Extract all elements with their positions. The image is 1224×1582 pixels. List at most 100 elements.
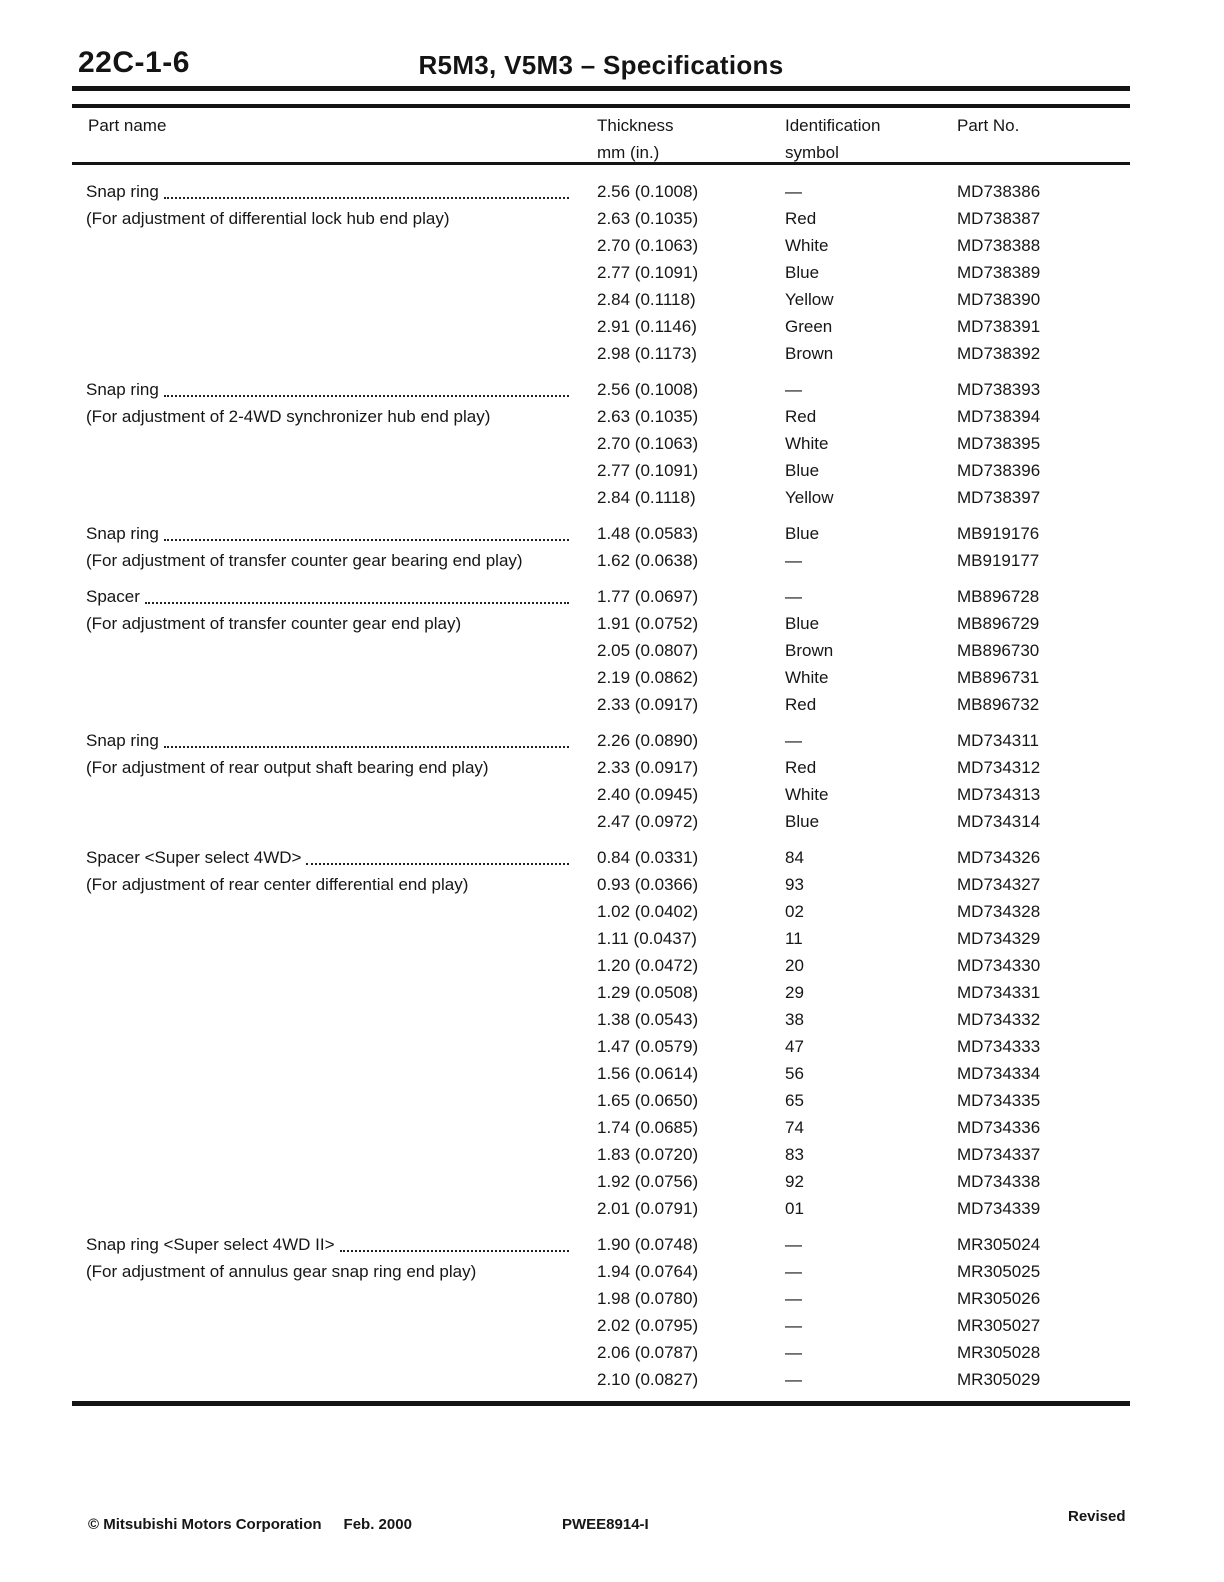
thickness-cell: 1.83 (0.0720) xyxy=(597,1145,699,1164)
group-rows: 1.48 (0.0583) Blue MB919176 1.62 (0.0638) — M… xyxy=(597,520,1130,574)
footer-doc-number: PWEE8914-I xyxy=(562,1516,649,1533)
symbol-cell: Blue xyxy=(785,263,820,282)
table-row: 1.11 (0.0437) 11 MD734329 xyxy=(597,925,1130,952)
partno-cell: MD738386 xyxy=(957,182,1041,201)
table-row: 1.48 (0.0583) Blue MB919176 xyxy=(597,520,1130,547)
group-rows: 1.77 (0.0697) — MB896728 1.91 (0.0752) Blue M… xyxy=(597,583,1130,718)
part-name-line: Spacer <Super select 4WD> xyxy=(86,844,571,871)
part-name-cell: Spacer (For adjustment of transfer counte… xyxy=(72,583,597,718)
col-header-part-name: Part name xyxy=(88,116,167,135)
spec-group: Spacer (For adjustment of transfer counte… xyxy=(72,583,1130,718)
group-rows: 2.26 (0.0890) — MD734311 2.33 (0.0917) Red MD… xyxy=(597,727,1130,835)
symbol-cell: 01 xyxy=(785,1199,804,1218)
symbol-cell: — xyxy=(785,1262,802,1281)
table-row: 2.63 (0.1035) Red MD738394 xyxy=(597,403,1130,430)
part-name: Spacer xyxy=(86,587,140,606)
thickness-cell: 2.63 (0.1035) xyxy=(597,407,699,426)
table-row: 2.40 (0.0945) White MD734313 xyxy=(597,781,1130,808)
symbol-cell: Green xyxy=(785,317,833,336)
symbol-cell: — xyxy=(785,1235,802,1254)
part-description: (For adjustment of transfer counter gear… xyxy=(86,551,523,570)
symbol-cell: — xyxy=(785,1370,802,1389)
part-name-cell: Snap ring (For adjustment of 2-4WD synchr… xyxy=(72,376,597,511)
table-row: 1.90 (0.0748) — MR305024 xyxy=(597,1231,1130,1258)
part-name-line: Snap ring xyxy=(86,727,571,754)
table-row: 2.47 (0.0972) Blue MD734314 xyxy=(597,808,1130,835)
table-row: 1.56 (0.0614) 56 MD734334 xyxy=(597,1060,1130,1087)
symbol-cell: — xyxy=(785,1316,802,1335)
thickness-cell: 2.05 (0.0807) xyxy=(597,641,699,660)
symbol-cell: — xyxy=(785,182,802,201)
partno-cell: MB919176 xyxy=(957,524,1040,543)
part-name-line: Spacer xyxy=(86,583,571,610)
symbol-cell: Blue xyxy=(785,614,820,633)
col-header-part-no: Part No. xyxy=(957,116,1020,135)
symbol-cell: 74 xyxy=(785,1118,804,1137)
table-row: 1.62 (0.0638) — MB919177 xyxy=(597,547,1130,574)
part-name-line: Snap ring <Super select 4WD II> xyxy=(86,1231,571,1258)
symbol-cell: 56 xyxy=(785,1064,804,1083)
table-top-rule xyxy=(72,104,1130,108)
table-row: 2.84 (0.1118) Yellow MD738397 xyxy=(597,484,1130,511)
dot-leader xyxy=(163,539,569,541)
thickness-cell: 1.91 (0.0752) xyxy=(597,614,699,633)
thickness-cell: 1.20 (0.0472) xyxy=(597,956,699,975)
spec-group: Snap ring (For adjustment of differential… xyxy=(72,178,1130,367)
thickness-cell: 1.77 (0.0697) xyxy=(597,587,699,606)
symbol-cell: 83 xyxy=(785,1145,804,1164)
dot-leader xyxy=(339,1250,569,1252)
table-row: 2.05 (0.0807) Brown MB896730 xyxy=(597,637,1130,664)
table-row: 2.01 (0.0791) 01 MD734339 xyxy=(597,1195,1130,1222)
part-name-cell: Snap ring (For adjustment of transfer cou… xyxy=(72,520,597,574)
partno-cell: MD738394 xyxy=(957,407,1041,426)
thickness-cell: 1.92 (0.0756) xyxy=(597,1172,699,1191)
partno-cell: MD734311 xyxy=(957,731,1039,750)
table-row: 1.74 (0.0685) 74 MD734336 xyxy=(597,1114,1130,1141)
symbol-cell: — xyxy=(785,1343,802,1362)
partno-cell: MD738395 xyxy=(957,434,1041,453)
table-row: 1.29 (0.0508) 29 MD734331 xyxy=(597,979,1130,1006)
part-name-line: Snap ring xyxy=(86,178,571,205)
symbol-cell: — xyxy=(785,587,802,606)
symbol-cell: White xyxy=(785,434,829,453)
symbol-cell: Yellow xyxy=(785,290,834,309)
thickness-cell: 2.84 (0.1118) xyxy=(597,290,696,309)
part-name-cell: Spacer <Super select 4WD> (For adjustment… xyxy=(72,844,597,1222)
symbol-cell: — xyxy=(785,731,802,750)
thickness-cell: 1.90 (0.0748) xyxy=(597,1235,699,1254)
header-bottom-rule xyxy=(72,162,1130,165)
col-header-identification: Identification symbol xyxy=(785,112,880,166)
symbol-cell: 11 xyxy=(785,929,803,948)
symbol-cell: — xyxy=(785,1289,802,1308)
table-row: 1.91 (0.0752) Blue MB896729 xyxy=(597,610,1130,637)
footer-copyright: © Mitsubishi Motors Corporation Feb. 2000 xyxy=(88,1516,412,1533)
table-row: 2.06 (0.0787) — MR305028 xyxy=(597,1339,1130,1366)
symbol-cell: Red xyxy=(785,407,817,426)
table-row: 0.93 (0.0366) 93 MD734327 xyxy=(597,871,1130,898)
table-row: 2.98 (0.1173) Brown MD738392 xyxy=(597,340,1130,367)
part-name-line: Snap ring xyxy=(86,376,571,403)
symbol-cell: Red xyxy=(785,758,817,777)
part-description: (For adjustment of transfer counter gear… xyxy=(86,614,462,633)
footer-revised-label: Revised xyxy=(1068,1508,1126,1525)
part-name-line: Snap ring xyxy=(86,520,571,547)
thickness-cell: 2.70 (0.1063) xyxy=(597,236,699,255)
table-row: 1.47 (0.0579) 47 MD734333 xyxy=(597,1033,1130,1060)
thickness-cell: 1.94 (0.0764) xyxy=(597,1262,699,1281)
partno-cell: MR305027 xyxy=(957,1316,1041,1335)
table-row: 2.26 (0.0890) — MD734311 xyxy=(597,727,1130,754)
thickness-cell: 2.01 (0.0791) xyxy=(597,1199,699,1218)
thickness-cell: 1.47 (0.0579) xyxy=(597,1037,699,1056)
partno-cell: MR305024 xyxy=(957,1235,1041,1254)
table-row: 0.84 (0.0331) 84 MD734326 xyxy=(597,844,1130,871)
partno-cell: MD734337 xyxy=(957,1145,1041,1164)
partno-cell: MR305025 xyxy=(957,1262,1041,1281)
thickness-cell: 1.48 (0.0583) xyxy=(597,524,699,543)
partno-cell: MD738388 xyxy=(957,236,1041,255)
table-row: 2.70 (0.1063) White MD738388 xyxy=(597,232,1130,259)
table-row: 1.65 (0.0650) 65 MD734335 xyxy=(597,1087,1130,1114)
symbol-cell: Yellow xyxy=(785,488,834,507)
col-header-identification-line2: symbol xyxy=(785,143,839,162)
part-name: Snap ring xyxy=(86,731,159,750)
part-description: (For adjustment of annulus gear snap rin… xyxy=(86,1262,477,1281)
